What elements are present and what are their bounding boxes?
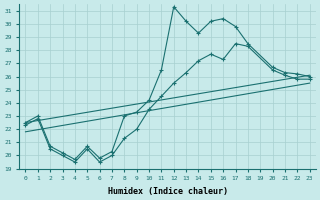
- X-axis label: Humidex (Indice chaleur): Humidex (Indice chaleur): [108, 187, 228, 196]
